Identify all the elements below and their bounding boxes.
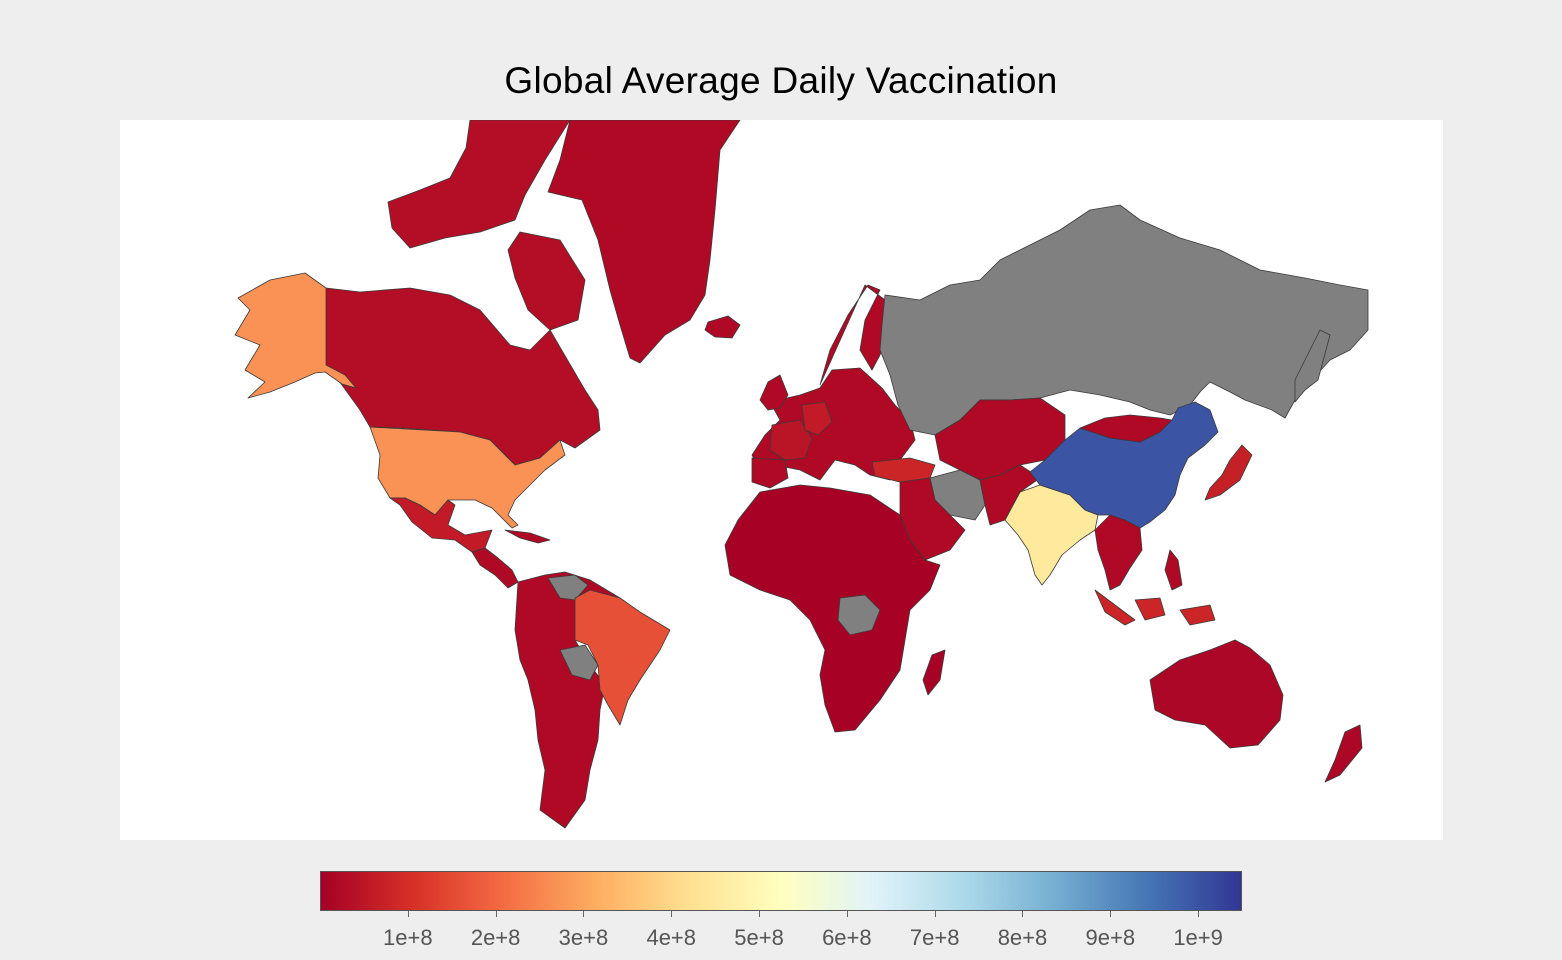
- region-mongolia[interactable]: [1079, 414, 1173, 443]
- region-canada-baffin[interactable]: [507, 231, 586, 331]
- region-madagascar[interactable]: [922, 649, 946, 696]
- colorbar-tick-mark: [407, 911, 409, 917]
- colorbar-tick-mark: [583, 911, 585, 917]
- region-congo[interactable]: [837, 594, 881, 636]
- region-venezuela[interactable]: [547, 574, 589, 601]
- region-iberia[interactable]: [751, 457, 789, 489]
- region-se-asia[interactable]: [1094, 514, 1143, 591]
- region-indonesia[interactable]: [1094, 589, 1216, 626]
- colorbar-tick-mark: [846, 911, 848, 917]
- world-map[interactable]: [120, 120, 1443, 840]
- colorbar-tick-label: 2e+8: [470, 925, 521, 950]
- colorbar-tick-label: 6e+8: [822, 925, 872, 950]
- region-south-america-west[interactable]: [514, 571, 621, 829]
- region-greenland[interactable]: [547, 120, 741, 364]
- colorbar-tick-label: 9e+8: [1085, 925, 1136, 950]
- region-mexico[interactable]: [389, 497, 493, 553]
- map-panel[interactable]: [120, 120, 1443, 840]
- region-bolivia[interactable]: [559, 644, 599, 681]
- region-australia[interactable]: [1149, 639, 1284, 749]
- colorbar-tick-mark: [495, 911, 497, 917]
- region-germany[interactable]: [801, 401, 833, 436]
- colorbar-tick-label: 7e+8: [909, 925, 960, 950]
- region-kamchatka[interactable]: [1294, 329, 1331, 403]
- region-japan[interactable]: [1204, 444, 1253, 501]
- region-pakistan[interactable]: [979, 464, 1041, 526]
- colorbar-tick-mark: [1110, 911, 1112, 917]
- region-canada[interactable]: [325, 287, 601, 466]
- region-philippines[interactable]: [1164, 549, 1183, 591]
- region-uk[interactable]: [759, 374, 789, 411]
- colorbar-gradient: [321, 872, 1241, 910]
- colorbar-tick-label: 5e+8: [734, 925, 784, 950]
- region-central-america[interactable]: [471, 547, 519, 589]
- region-brazil[interactable]: [574, 589, 671, 726]
- colorbar-tick-mark: [671, 911, 673, 917]
- colorbar: [320, 871, 1242, 911]
- colorbar-tick-mark: [934, 911, 936, 917]
- colorbar-tick-label: 4e+8: [646, 925, 697, 950]
- region-new-zealand[interactable]: [1324, 724, 1363, 783]
- map-title: Global Average Daily Vaccination: [504, 60, 1058, 101]
- region-africa[interactable]: [724, 484, 941, 733]
- region-france[interactable]: [769, 419, 813, 461]
- region-caribbean[interactable]: [504, 529, 551, 544]
- colorbar-tick-label: 1e+9: [1173, 925, 1223, 950]
- colorbar-axis: 1e+8 2e+8 3e+8 4e+8 5e+8 6e+8 7e+8 8e+8 9e+8 1e+9: [0, 911, 1562, 960]
- colorbar-tick-mark: [1198, 911, 1200, 917]
- region-iceland[interactable]: [704, 315, 741, 339]
- region-canada-islands[interactable]: [387, 120, 571, 249]
- colorbar-tick-label: 8e+8: [997, 925, 1048, 950]
- colorbar-tick-mark: [1022, 911, 1024, 917]
- region-alaska[interactable]: [234, 272, 357, 399]
- colorbar-tick-label: 3e+8: [558, 925, 609, 950]
- colorbar-tick-label: 1e+8: [383, 925, 433, 950]
- colorbar-tick-mark: [759, 911, 761, 917]
